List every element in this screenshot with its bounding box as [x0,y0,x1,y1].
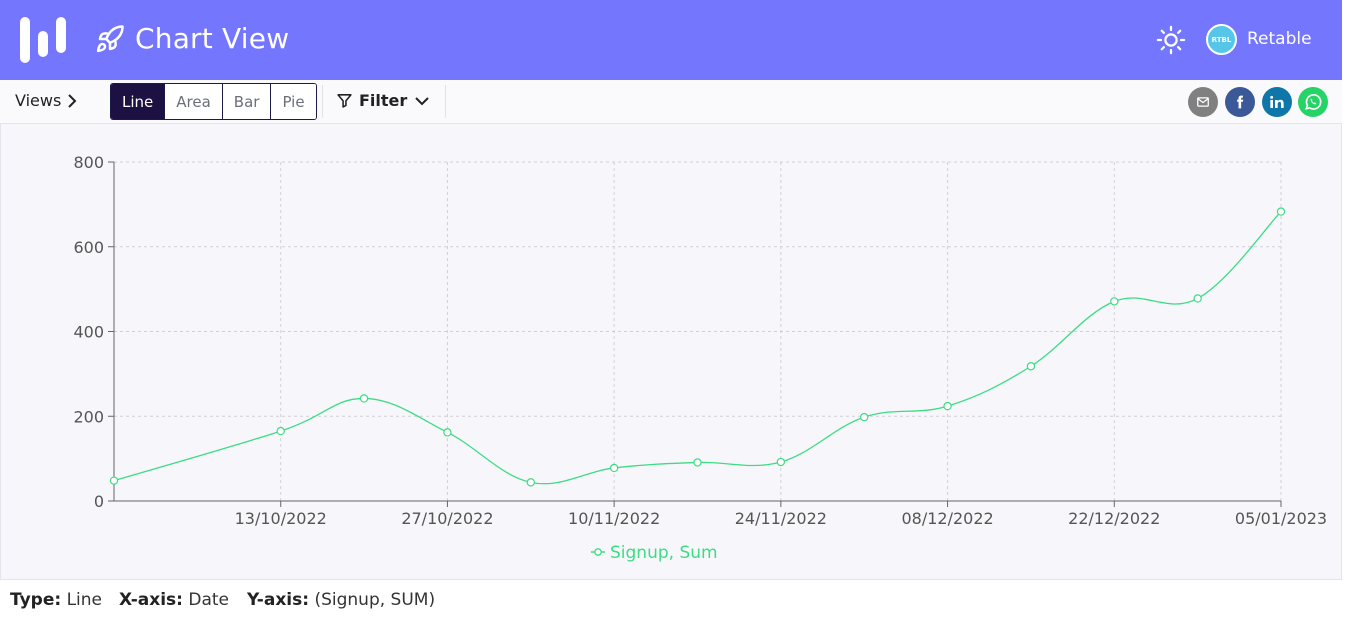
page-title: Chart View [135,22,290,55]
x-tick-label: 22/12/2022 [1068,509,1160,528]
app-header: Chart View RTBL Retable [0,0,1342,80]
legend-marker [594,548,602,556]
x-tick-label: 05/01/2023 [1235,509,1327,528]
y-axis-label: Y-axis: [247,590,310,610]
linkedin-icon [1270,95,1284,108]
y-tick-label: 800 [73,153,104,172]
view-option-area[interactable]: Area [164,84,222,119]
type-value: Line [66,590,103,610]
x-axis-value: Date [188,590,230,610]
data-point [776,457,786,467]
data-point [443,428,452,437]
y-axis-info: Y-axis: (Signup, SUM) [247,590,435,610]
rocket-icon [96,25,124,53]
share-facebook-button[interactable] [1225,87,1255,117]
whatsapp-icon [1305,94,1322,110]
y-tick-label: 600 [73,238,104,257]
chevron-right-icon [68,93,77,108]
view-option-line[interactable]: Line [111,84,165,119]
filter-label: Filter [359,91,408,110]
data-point [1276,207,1286,216]
filter-icon [337,94,352,108]
filter-button[interactable]: Filter [336,91,430,110]
views-label: Views [15,91,62,110]
x-tick-label: 10/11/2022 [568,509,660,528]
y-tick-label: 400 [73,323,104,342]
data-point [276,426,285,436]
x-tick-label: 24/11/2022 [735,509,827,528]
y-tick-label: 0 [94,492,104,511]
email-icon [1197,97,1209,107]
data-point [860,412,869,422]
data-point [1110,297,1119,306]
legend-label: Signup, Sum [610,543,718,563]
share-email-button[interactable] [1188,87,1218,117]
x-tick-label: 13/10/2022 [235,509,327,528]
view-option-bar[interactable]: Bar [221,84,271,119]
data-point [359,394,369,403]
data-point [526,478,535,487]
logo-bars-icon[interactable] [20,17,66,63]
facebook-icon [1237,95,1244,109]
sun-icon[interactable] [1156,25,1186,55]
x-tick-label: 08/12/2022 [901,509,993,528]
divider [322,85,323,118]
type-label: Type: [10,590,62,610]
x-axis-label: X-axis: [119,590,183,610]
share-whatsapp-button[interactable] [1298,87,1328,117]
data-point [693,458,702,467]
x-tick-label: 27/10/2022 [401,509,493,528]
data-point [109,476,119,485]
divider [445,85,446,118]
avatar[interactable]: RTBL [1206,24,1237,55]
chart-panel: 0 200 400 600 800 13/10/2022 27/10/2022 10/11/2… [0,124,1342,579]
y-tick-label: 200 [73,407,104,426]
line-chart: 0 200 400 600 800 13/10/2022 27/10/2022 10/11/2… [73,153,1327,563]
chart-info-footer: Type: Line X-axis: Date Y-axis: (Signup,… [0,579,1342,619]
data-point [1193,294,1202,303]
views-toggle[interactable]: Views [15,91,77,110]
chart-type-info: Type: Line [10,590,102,610]
view-option-pie[interactable]: Pie [270,84,316,119]
chart-type-selector: Line Area Bar Pie [110,83,317,120]
data-point [609,463,619,473]
data-point [1026,362,1036,371]
share-linkedin-button[interactable] [1262,87,1292,117]
user-name[interactable]: Retable [1247,29,1312,49]
y-axis-value: (Signup, SUM) [314,590,436,610]
data-point [943,401,952,411]
chevron-down-icon [415,96,430,105]
x-axis-info: X-axis: Date [119,590,229,610]
toolbar: Views Line Area Bar Pie Filter [0,80,1342,124]
series-line [113,211,1282,485]
